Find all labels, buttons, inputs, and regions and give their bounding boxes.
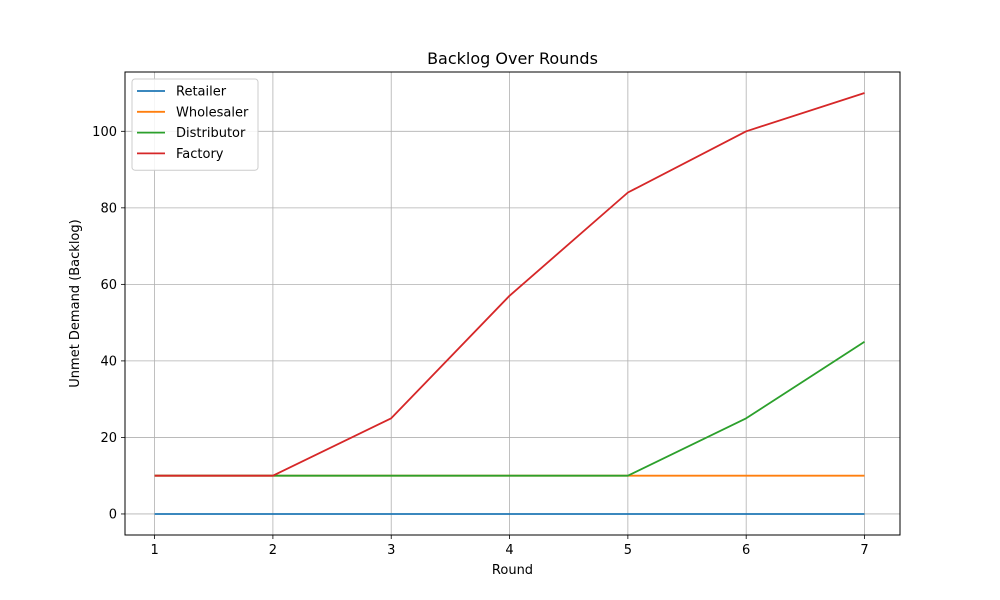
legend: Retailer Wholesaler Distributor Factory (131, 78, 259, 171)
legend-label: Retailer (176, 85, 227, 100)
legend-box (131, 78, 259, 171)
x-tick-label: 3 (387, 543, 395, 558)
x-tick-label: 7 (860, 543, 868, 558)
y-axis-label: Unmet Demand (Backlog) (68, 219, 83, 387)
x-tick-label: 4 (505, 543, 513, 558)
y-tick-label: 20 (100, 431, 117, 446)
y-tick-label: 60 (100, 278, 117, 293)
x-axis-label: Round (492, 563, 533, 578)
legend-label: Wholesaler (176, 105, 249, 120)
y-tick-label: 40 (100, 354, 117, 369)
y-tick-label: 80 (100, 201, 117, 216)
ticks-layer: 1 2 3 4 5 6 7 0 20 40 60 80 100 (92, 125, 868, 558)
x-tick-label: 2 (269, 543, 277, 558)
legend-label: Distributor (176, 126, 246, 141)
y-tick-label: 100 (92, 125, 117, 140)
x-tick-label: 5 (624, 543, 632, 558)
y-tick-label: 0 (109, 507, 117, 522)
series-layer (154, 92, 865, 515)
x-tick-label: 6 (742, 543, 750, 558)
series-line-factory (154, 92, 865, 477)
chart-title: Backlog Over Rounds (427, 49, 598, 68)
legend-label: Factory (176, 147, 224, 162)
x-tick-label: 1 (150, 543, 158, 558)
plot-frame (124, 71, 901, 536)
